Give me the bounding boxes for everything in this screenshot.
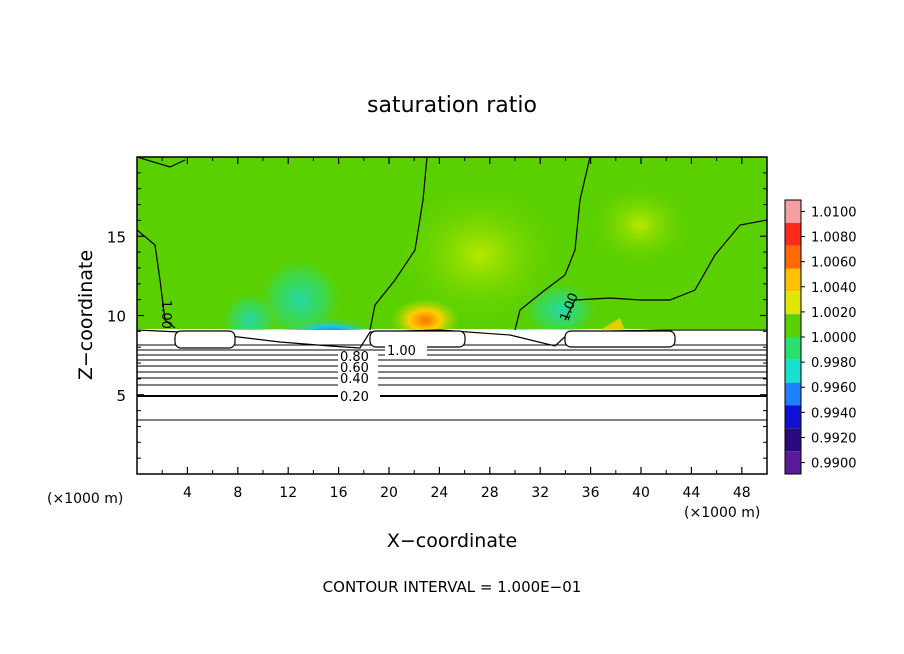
x-tick-label: 24 bbox=[430, 485, 448, 501]
colorbar-swatch bbox=[785, 222, 801, 246]
x-tick-label: 8 bbox=[233, 485, 242, 501]
colorbar-swatch bbox=[785, 428, 801, 452]
x-tick-label: 28 bbox=[481, 485, 499, 501]
x-unit-right: (×1000 m) bbox=[684, 505, 760, 521]
colorbar-swatch bbox=[785, 451, 801, 474]
contour-label: 0.20 bbox=[340, 390, 369, 405]
x-tick-label: 16 bbox=[330, 485, 348, 501]
colorbar-label: 0.9920 bbox=[811, 431, 857, 446]
x-unit-left: (×1000 m) bbox=[47, 491, 123, 507]
colorbar-swatch bbox=[785, 245, 801, 269]
contour-label: 0.80 bbox=[340, 350, 369, 365]
colorbar-swatch bbox=[785, 291, 801, 315]
colorbar-label: 0.9980 bbox=[811, 356, 857, 371]
x-tick-label: 36 bbox=[582, 485, 600, 501]
colorbar-label: 0.9960 bbox=[811, 381, 857, 396]
x-tick-label: 40 bbox=[632, 485, 650, 501]
colorbar-swatch bbox=[785, 314, 801, 337]
contour-label: 1.00 bbox=[387, 344, 416, 359]
y-axis-label: Z−coordinate bbox=[75, 250, 97, 380]
colorbar-label: 1.0000 bbox=[811, 331, 857, 346]
x-tick-label: 12 bbox=[279, 485, 297, 501]
contour-label: 1.00 bbox=[158, 300, 173, 329]
x-tick-label: 32 bbox=[531, 485, 549, 501]
colorbar-swatch bbox=[785, 359, 801, 383]
colorbar-label: 1.0080 bbox=[811, 231, 857, 246]
y-tick-label: 5 bbox=[116, 387, 126, 405]
x-tick-label: 20 bbox=[380, 485, 398, 501]
x-tick-label: 48 bbox=[733, 485, 751, 501]
colorbar: 1.0100 1.0080 1.0060 1.0040 1.0020 1.0000 0.99… bbox=[784, 199, 857, 475]
colorbar-label: 1.0060 bbox=[811, 256, 857, 271]
y-axis-ticks: 5 10 15 bbox=[107, 172, 767, 459]
contour-label: 0.40 bbox=[340, 372, 369, 387]
y-tick-label: 15 bbox=[107, 228, 126, 246]
x-tick-label: 44 bbox=[682, 485, 700, 501]
colorbar-label: 1.0020 bbox=[811, 306, 857, 321]
contour-interval-note: CONTOUR INTERVAL = 1.000E−01 bbox=[323, 578, 582, 596]
x-axis-ticks: 4 8 12 16 20 24 28 32 36 40 44 48 bbox=[161, 157, 751, 501]
colorbar-label: 1.0040 bbox=[811, 281, 857, 296]
y-tick-label: 10 bbox=[107, 308, 126, 326]
colorbar-label: 0.9900 bbox=[811, 457, 857, 472]
colorbar-swatch bbox=[785, 337, 801, 360]
colorbar-swatch bbox=[785, 268, 801, 292]
x-axis-label: X−coordinate bbox=[387, 530, 517, 552]
x-tick-label: 4 bbox=[183, 485, 192, 501]
colorbar-swatch bbox=[785, 382, 801, 406]
colorbar-label: 1.0100 bbox=[811, 205, 857, 220]
colorbar-swatch bbox=[785, 405, 801, 429]
chart-title: saturation ratio bbox=[367, 93, 537, 118]
contour-label: 0.60 bbox=[340, 361, 369, 376]
colorbar-swatch bbox=[785, 200, 801, 223]
plot-field bbox=[137, 157, 767, 474]
contour-labels: 1.00 1.00 1.00 0.80 0.60 0.40 0.20 bbox=[158, 291, 582, 405]
colorbar-label: 0.9940 bbox=[811, 406, 857, 421]
